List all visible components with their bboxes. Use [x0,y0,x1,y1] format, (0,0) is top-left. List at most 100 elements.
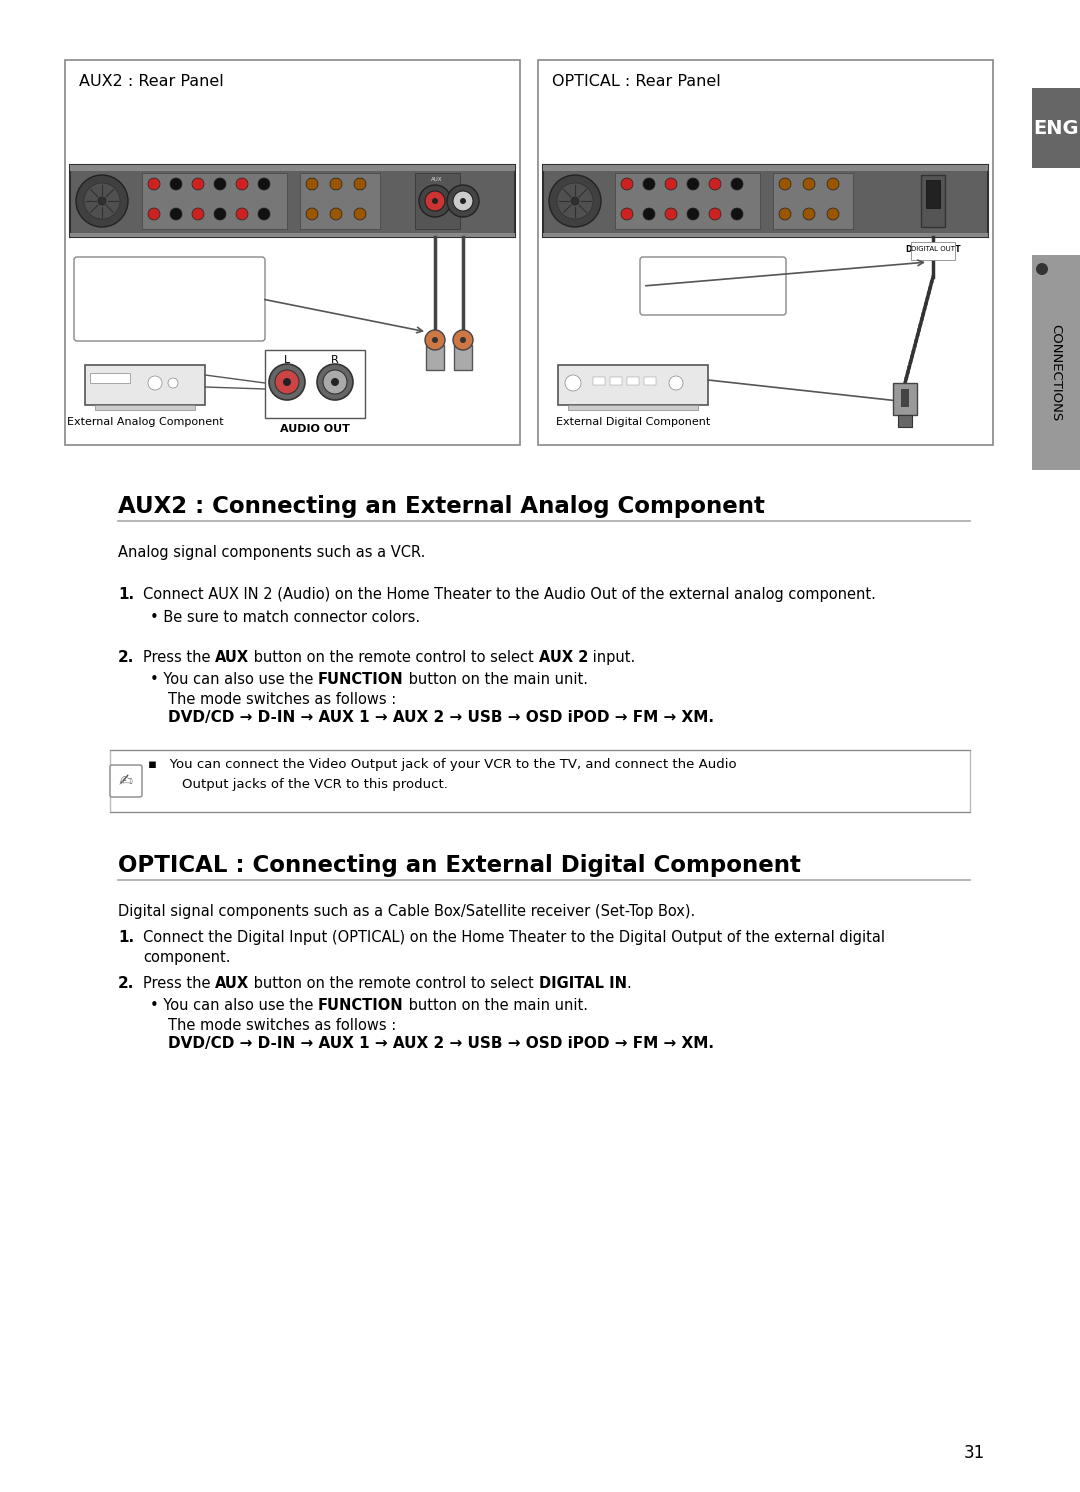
Bar [543,166,988,237]
Circle shape [258,207,270,219]
Text: ENG: ENG [1034,118,1079,137]
Circle shape [192,178,204,189]
Text: Connect the Digital Input (OPTICAL) on the Home Theater to the Digital Output of: Connect the Digital Input (OPTICAL) on t… [143,930,885,944]
Text: AUX2 : Rear Panel: AUX2 : Rear Panel [79,75,224,90]
Bar [610,377,622,385]
Bar [1032,88,1080,169]
Circle shape [168,377,178,388]
Circle shape [419,185,451,216]
Circle shape [447,185,480,216]
Text: • You can also use the: • You can also use the [150,671,318,686]
FancyBboxPatch shape [110,765,141,797]
Circle shape [453,330,473,351]
Circle shape [432,198,438,204]
Circle shape [330,207,342,219]
Bar [543,233,988,237]
Text: If the external analog component: If the external analog component [85,285,259,295]
Circle shape [665,207,677,219]
Text: input.: input. [588,651,635,665]
Bar [644,377,656,385]
Circle shape [306,178,318,189]
Circle shape [192,207,204,219]
Bar [70,233,515,237]
Text: • You can also use the: • You can also use the [150,998,318,1013]
Bar [543,166,988,172]
Circle shape [148,376,162,389]
Circle shape [170,207,183,219]
Bar [893,383,917,415]
FancyBboxPatch shape [75,257,265,342]
Bar [926,181,940,207]
Circle shape [330,377,339,386]
Circle shape [269,364,305,400]
Circle shape [453,191,473,210]
Circle shape [827,207,839,219]
Text: button on the main unit.: button on the main unit. [404,671,588,686]
Text: DIGITAL IN: DIGITAL IN [539,976,626,991]
Text: DIGITAL OUT: DIGITAL OUT [906,245,960,254]
Text: button on the remote control to select: button on the remote control to select [249,651,539,665]
Circle shape [283,377,291,386]
Circle shape [621,178,633,189]
Circle shape [214,178,226,189]
Text: External Analog Component: External Analog Component [67,416,224,427]
Text: 31: 31 [963,1444,985,1462]
Text: 1.: 1. [118,930,134,944]
Circle shape [432,337,438,343]
Bar [426,345,444,370]
Bar [912,242,955,260]
Circle shape [687,207,699,219]
Text: R: R [332,355,339,366]
Text: button on the main unit.: button on the main unit. [404,998,588,1013]
Circle shape [804,207,815,219]
Text: either left or right.: either left or right. [85,319,181,330]
Bar [627,377,639,385]
Circle shape [643,178,654,189]
Text: ▪   You can connect the Video Output jack of your VCR to the TV, and connect the: ▪ You can connect the Video Output jack … [148,758,737,791]
Bar [90,373,130,383]
Bar [65,60,519,445]
Circle shape [779,178,791,189]
Circle shape [148,178,160,189]
Bar [615,173,760,228]
Circle shape [258,178,270,189]
Circle shape [804,178,815,189]
Text: .: . [626,976,632,991]
Text: (not supplied): (not supplied) [653,288,735,301]
Circle shape [98,197,106,204]
Bar [1032,255,1080,470]
Bar [85,366,205,404]
Bar [897,415,912,427]
Circle shape [275,370,299,394]
Text: Optical Cable: Optical Cable [653,270,732,283]
Text: has only one Audio Out, connect: has only one Audio Out, connect [85,301,255,312]
Text: Press the: Press the [143,976,215,991]
Circle shape [460,198,465,204]
Bar [110,750,970,812]
Text: Analog signal components such as a VCR.: Analog signal components such as a VCR. [118,545,426,560]
Text: FUNCTION: FUNCTION [318,671,404,686]
Circle shape [621,207,633,219]
Circle shape [779,207,791,219]
Text: DIGITAL OUT: DIGITAL OUT [912,246,955,252]
Text: Press the: Press the [143,651,215,665]
Circle shape [354,178,366,189]
Circle shape [708,178,721,189]
Bar [454,345,472,370]
Circle shape [84,184,120,219]
Text: External Digital Component: External Digital Component [556,416,711,427]
Circle shape [214,207,226,219]
Bar [265,351,365,418]
Text: OPTICAL : Connecting an External Digital Component: OPTICAL : Connecting an External Digital… [118,853,801,877]
Bar [538,60,993,445]
Circle shape [237,178,248,189]
Text: DVD/CD → D-IN → AUX 1 → AUX 2 → USB → OSD iPOD → FM → XM.: DVD/CD → D-IN → AUX 1 → AUX 2 → USB → OS… [168,1035,714,1050]
Text: OPTICAL : Rear Panel: OPTICAL : Rear Panel [552,75,720,90]
Circle shape [354,207,366,219]
Circle shape [460,337,465,343]
Text: AUX: AUX [431,178,443,182]
Text: AUX: AUX [215,651,249,665]
Text: • Be sure to match connector colors.: • Be sure to match connector colors. [150,610,420,625]
Text: 2.: 2. [118,651,134,665]
Bar [141,173,287,228]
